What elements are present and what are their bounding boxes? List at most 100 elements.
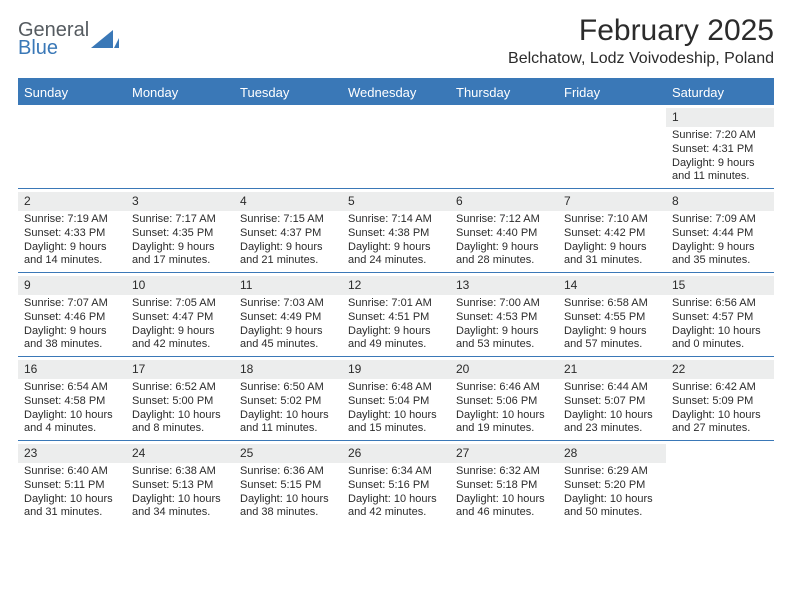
day-cell: 28Sunrise: 6:29 AMSunset: 5:20 PMDayligh… xyxy=(558,441,666,524)
day-cell: 3Sunrise: 7:17 AMSunset: 4:35 PMDaylight… xyxy=(126,189,234,272)
daylight-text: Daylight: 10 hours and 11 minutes. xyxy=(240,409,336,437)
sunrise-text: Sunrise: 6:38 AM xyxy=(132,465,228,479)
brand-text: General Blue xyxy=(18,20,89,58)
daylight-text: Daylight: 9 hours and 45 minutes. xyxy=(240,325,336,353)
month-title: February 2025 xyxy=(508,14,774,48)
sunrise-text: Sunrise: 7:09 AM xyxy=(672,213,768,227)
dayhead-thu: Thursday xyxy=(450,80,558,105)
sunrise-text: Sunrise: 7:14 AM xyxy=(348,213,444,227)
day-number: 24 xyxy=(126,444,234,463)
day-cell xyxy=(126,105,234,188)
day-cell: 10Sunrise: 7:05 AMSunset: 4:47 PMDayligh… xyxy=(126,273,234,356)
day-cell: 22Sunrise: 6:42 AMSunset: 5:09 PMDayligh… xyxy=(666,357,774,440)
day-number: 23 xyxy=(18,444,126,463)
sunset-text: Sunset: 4:58 PM xyxy=(24,395,120,409)
daylight-text: Daylight: 10 hours and 19 minutes. xyxy=(456,409,552,437)
day-cell: 1Sunrise: 7:20 AMSunset: 4:31 PMDaylight… xyxy=(666,105,774,188)
sunset-text: Sunset: 4:46 PM xyxy=(24,311,120,325)
daylight-text: Daylight: 10 hours and 0 minutes. xyxy=(672,325,768,353)
sunrise-text: Sunrise: 6:56 AM xyxy=(672,297,768,311)
day-cell: 24Sunrise: 6:38 AMSunset: 5:13 PMDayligh… xyxy=(126,441,234,524)
sunset-text: Sunset: 5:20 PM xyxy=(564,479,660,493)
dayhead-sat: Saturday xyxy=(666,80,774,105)
brand-bottom: Blue xyxy=(18,38,89,58)
sunrise-text: Sunrise: 7:12 AM xyxy=(456,213,552,227)
day-number: 6 xyxy=(450,192,558,211)
header: General Blue February 2025 Belchatow, Lo… xyxy=(18,14,774,68)
daylight-text: Daylight: 10 hours and 31 minutes. xyxy=(24,493,120,521)
calendar-page: General Blue February 2025 Belchatow, Lo… xyxy=(0,0,792,524)
day-cell: 16Sunrise: 6:54 AMSunset: 4:58 PMDayligh… xyxy=(18,357,126,440)
day-number: 3 xyxy=(126,192,234,211)
day-cell xyxy=(558,105,666,188)
sunrise-text: Sunrise: 6:42 AM xyxy=(672,381,768,395)
daylight-text: Daylight: 9 hours and 28 minutes. xyxy=(456,241,552,269)
sunset-text: Sunset: 5:00 PM xyxy=(132,395,228,409)
sunset-text: Sunset: 4:47 PM xyxy=(132,311,228,325)
dayhead-fri: Friday xyxy=(558,80,666,105)
daylight-text: Daylight: 10 hours and 4 minutes. xyxy=(24,409,120,437)
sunrise-text: Sunrise: 6:34 AM xyxy=(348,465,444,479)
sunset-text: Sunset: 4:49 PM xyxy=(240,311,336,325)
day-number: 28 xyxy=(558,444,666,463)
sunrise-text: Sunrise: 6:50 AM xyxy=(240,381,336,395)
day-number: 21 xyxy=(558,360,666,379)
day-number: 13 xyxy=(450,276,558,295)
day-cell: 17Sunrise: 6:52 AMSunset: 5:00 PMDayligh… xyxy=(126,357,234,440)
day-number: 17 xyxy=(126,360,234,379)
daylight-text: Daylight: 10 hours and 46 minutes. xyxy=(456,493,552,521)
day-number: 1 xyxy=(666,108,774,127)
day-number: 20 xyxy=(450,360,558,379)
day-cell: 25Sunrise: 6:36 AMSunset: 5:15 PMDayligh… xyxy=(234,441,342,524)
sunrise-text: Sunrise: 7:00 AM xyxy=(456,297,552,311)
sunrise-text: Sunrise: 6:29 AM xyxy=(564,465,660,479)
day-cell: 4Sunrise: 7:15 AMSunset: 4:37 PMDaylight… xyxy=(234,189,342,272)
dayhead-wed: Wednesday xyxy=(342,80,450,105)
daylight-text: Daylight: 9 hours and 42 minutes. xyxy=(132,325,228,353)
daylight-text: Daylight: 10 hours and 42 minutes. xyxy=(348,493,444,521)
sunset-text: Sunset: 4:40 PM xyxy=(456,227,552,241)
dayhead-tue: Tuesday xyxy=(234,80,342,105)
daylight-text: Daylight: 10 hours and 15 minutes. xyxy=(348,409,444,437)
sunset-text: Sunset: 5:13 PM xyxy=(132,479,228,493)
day-cell: 8Sunrise: 7:09 AMSunset: 4:44 PMDaylight… xyxy=(666,189,774,272)
dayhead-mon: Monday xyxy=(126,80,234,105)
week-row: 1Sunrise: 7:20 AMSunset: 4:31 PMDaylight… xyxy=(18,105,774,189)
daylight-text: Daylight: 9 hours and 21 minutes. xyxy=(240,241,336,269)
sunrise-text: Sunrise: 7:10 AM xyxy=(564,213,660,227)
weeks-container: 1Sunrise: 7:20 AMSunset: 4:31 PMDaylight… xyxy=(18,105,774,524)
day-cell: 23Sunrise: 6:40 AMSunset: 5:11 PMDayligh… xyxy=(18,441,126,524)
day-cell: 5Sunrise: 7:14 AMSunset: 4:38 PMDaylight… xyxy=(342,189,450,272)
day-number: 11 xyxy=(234,276,342,295)
day-cell: 21Sunrise: 6:44 AMSunset: 5:07 PMDayligh… xyxy=(558,357,666,440)
sunset-text: Sunset: 4:55 PM xyxy=(564,311,660,325)
daylight-text: Daylight: 10 hours and 23 minutes. xyxy=(564,409,660,437)
sunrise-text: Sunrise: 6:46 AM xyxy=(456,381,552,395)
sunset-text: Sunset: 5:02 PM xyxy=(240,395,336,409)
sunrise-text: Sunrise: 7:15 AM xyxy=(240,213,336,227)
sunset-text: Sunset: 4:35 PM xyxy=(132,227,228,241)
week-row: 9Sunrise: 7:07 AMSunset: 4:46 PMDaylight… xyxy=(18,273,774,357)
sunrise-text: Sunrise: 6:48 AM xyxy=(348,381,444,395)
sunrise-text: Sunrise: 7:01 AM xyxy=(348,297,444,311)
sunrise-text: Sunrise: 7:05 AM xyxy=(132,297,228,311)
sunset-text: Sunset: 5:06 PM xyxy=(456,395,552,409)
daylight-text: Daylight: 9 hours and 38 minutes. xyxy=(24,325,120,353)
day-number: 14 xyxy=(558,276,666,295)
sunset-text: Sunset: 4:53 PM xyxy=(456,311,552,325)
day-number: 8 xyxy=(666,192,774,211)
triangle-icon xyxy=(91,30,119,52)
day-cell: 20 Sunrise: 6:46 AMSunset: 5:06 PMDayligh… xyxy=(450,357,558,440)
sunrise-text: Sunrise: 7:03 AM xyxy=(240,297,336,311)
sunset-text: Sunset: 4:57 PM xyxy=(672,311,768,325)
day-number: 22 xyxy=(666,360,774,379)
dayhead-sun: Sunday xyxy=(18,80,126,105)
day-cell xyxy=(234,105,342,188)
day-number: 2 xyxy=(18,192,126,211)
day-cell: 27Sunrise: 6:32 AMSunset: 5:18 PMDayligh… xyxy=(450,441,558,524)
sunset-text: Sunset: 4:38 PM xyxy=(348,227,444,241)
day-number: 5 xyxy=(342,192,450,211)
day-number: 12 xyxy=(342,276,450,295)
sunset-text: Sunset: 5:07 PM xyxy=(564,395,660,409)
day-cell xyxy=(342,105,450,188)
